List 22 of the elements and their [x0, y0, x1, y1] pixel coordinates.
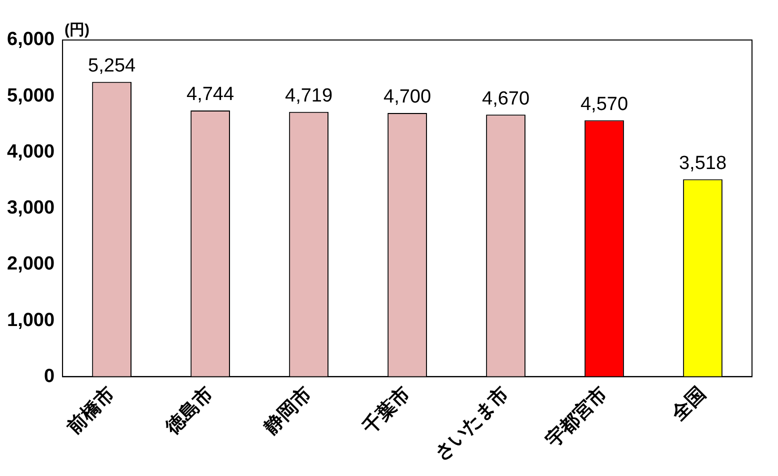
y-tick-label: 3,000: [7, 198, 55, 219]
y-tick-label: 4,000: [7, 141, 55, 162]
x-tick-label: 全国: [668, 383, 710, 426]
y-tick-label: 5,000: [7, 85, 55, 106]
x-tick-label: 徳島市: [160, 382, 218, 440]
data-label: 3,518: [678, 153, 727, 174]
data-label: 4,719: [285, 86, 333, 107]
y-tick-label: 6,000: [7, 29, 55, 50]
x-tick-label: さいたま市: [430, 382, 514, 466]
data-label: 4,700: [384, 86, 432, 108]
x-tick-label: 千葉市: [358, 382, 415, 440]
y-tick-label: 1,000: [7, 310, 55, 331]
x-tick-label: 前橋市: [62, 382, 120, 440]
data-label: 4,744: [186, 84, 234, 106]
data-label: 4,570: [580, 94, 628, 115]
y-tick-label: 0: [44, 366, 55, 387]
data-label: 4,670: [482, 88, 530, 110]
x-tick-label: 宇都宮市: [542, 382, 612, 452]
y-tick-label: 2,000: [7, 254, 55, 275]
x-tick-label: 静岡市: [259, 382, 316, 440]
data-label: 5,254: [88, 56, 136, 77]
y-axis-title: (円): [64, 22, 90, 39]
